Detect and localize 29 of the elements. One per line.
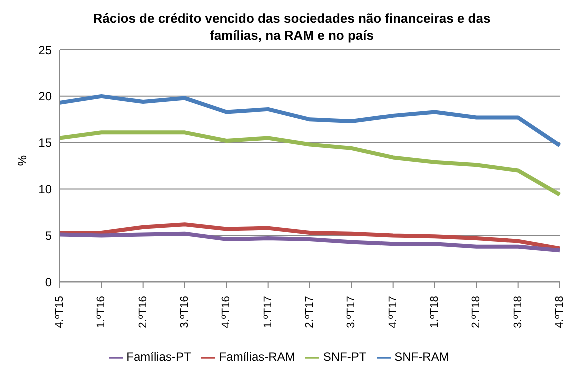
x-tick-label: 4.ºT18 bbox=[554, 296, 566, 328]
line-series bbox=[58, 222, 562, 251]
y-tick-label: 5 bbox=[45, 228, 52, 243]
legend-label: Famílias-RAM bbox=[219, 350, 296, 364]
x-tick-label: 3.ºT18 bbox=[512, 296, 524, 328]
x-tick-label: 4.ºT17 bbox=[387, 296, 400, 328]
x-tick-label: 2.ºT17 bbox=[304, 296, 316, 328]
y-tick-label: 10 bbox=[38, 182, 52, 197]
x-tick-label: 4.ºT16 bbox=[220, 296, 233, 328]
y-tick-label: 25 bbox=[38, 43, 52, 58]
x-tick-label: 1.ºT16 bbox=[96, 296, 108, 328]
legend-label: Famílias-PT bbox=[126, 350, 192, 364]
legend-label: SNF-PT bbox=[323, 350, 367, 364]
line-series bbox=[58, 130, 562, 197]
x-tick-label: 3.ºT17 bbox=[346, 296, 358, 328]
legend-label: SNF-RAM bbox=[394, 350, 450, 364]
y-tick-label: 0 bbox=[45, 275, 52, 290]
x-tick-label: 2.ºT18 bbox=[470, 296, 483, 328]
x-tick-label: 3.ºT16 bbox=[179, 296, 191, 328]
line-series bbox=[58, 232, 562, 253]
x-tick-label: 1.ºT18 bbox=[429, 296, 441, 328]
y-tick-label: 20 bbox=[38, 90, 52, 104]
line-series bbox=[58, 94, 562, 148]
x-tick-label: 4.ºT15 bbox=[54, 296, 66, 328]
chart-title: Rácios de crédito vencido das sociedades não financeiras e das famílias, na RAM e no país bbox=[92, 10, 492, 44]
x-tick-label: 1.ºT17 bbox=[262, 296, 274, 328]
x-tick-label: 2.ºT16 bbox=[137, 296, 150, 328]
y-tick-label: 15 bbox=[38, 136, 52, 150]
y-axis-title: % bbox=[15, 155, 30, 166]
